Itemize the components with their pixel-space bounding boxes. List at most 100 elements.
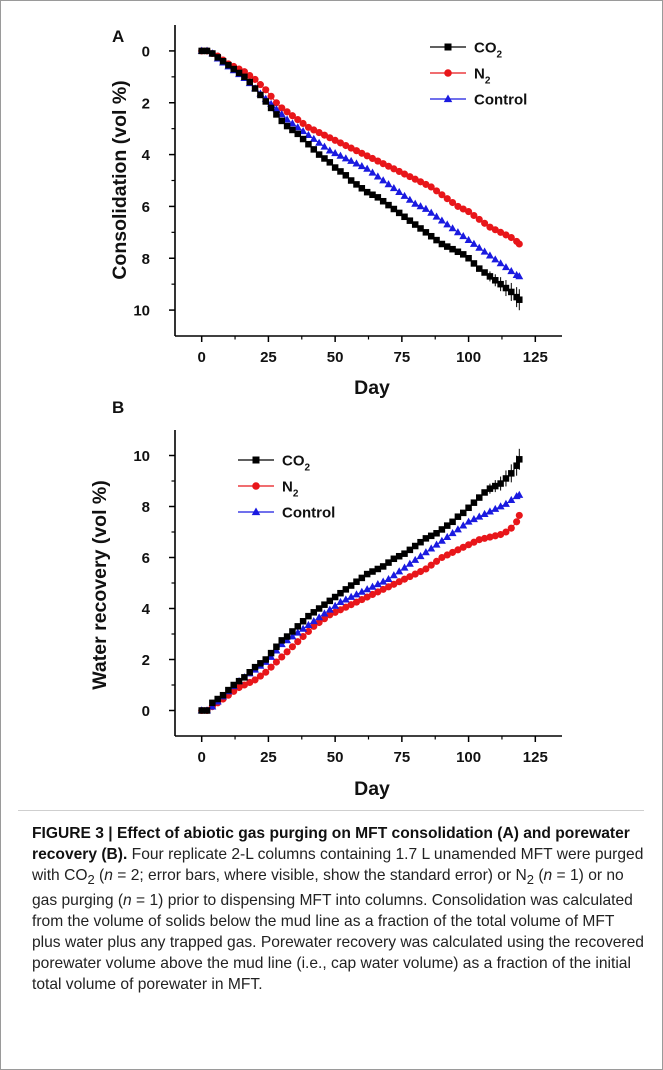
- data-point-n2: [422, 565, 430, 573]
- y-tick-label: 2: [142, 95, 150, 112]
- caption-n: n: [543, 867, 553, 884]
- data-point-n2: [384, 583, 393, 591]
- data-point-co2: [497, 280, 504, 288]
- data-point-n2: [352, 147, 361, 155]
- data-point-n2: [379, 585, 387, 593]
- data-point-control: [341, 154, 350, 162]
- data-point-control: [400, 563, 409, 571]
- data-point-co2: [347, 582, 355, 589]
- legend-label-subscript: 2: [293, 489, 299, 500]
- data-point-co2: [401, 213, 408, 221]
- data-point-control: [304, 130, 313, 139]
- x-tick-label: 100: [456, 749, 481, 766]
- data-point-co2: [251, 85, 259, 92]
- data-point-n2: [347, 144, 355, 152]
- y-tick-label: 4: [142, 147, 151, 164]
- data-point-co2: [454, 248, 462, 256]
- data-point-control: [395, 187, 404, 196]
- y-tick-label: 6: [142, 550, 150, 567]
- data-point-n2: [497, 228, 505, 236]
- data-point-n2: [288, 643, 296, 651]
- data-point-co2: [209, 50, 216, 57]
- data-point-control: [272, 104, 281, 113]
- data-point-control: [309, 617, 318, 625]
- data-point-co2: [363, 570, 371, 578]
- data-point-co2: [502, 284, 510, 292]
- data-point-co2: [513, 462, 520, 469]
- data-point-n2: [465, 208, 473, 216]
- x-tick-label: 25: [260, 749, 277, 766]
- legend-label: CO2: [474, 40, 503, 61]
- legend-marker: [252, 482, 260, 490]
- data-point-co2: [342, 172, 350, 179]
- data-point-n2: [491, 532, 499, 540]
- data-point-n2: [395, 578, 403, 586]
- data-point-n2: [406, 173, 414, 181]
- data-point-control: [416, 202, 425, 210]
- data-point-n2: [331, 608, 339, 616]
- data-point-n2: [310, 126, 318, 134]
- data-point-co2: [278, 637, 286, 644]
- data-point-co2: [235, 677, 243, 685]
- data-point-n2: [411, 175, 419, 183]
- data-point-n2: [336, 606, 345, 614]
- x-tick-label: 125: [523, 349, 548, 366]
- x-tick-label: 125: [523, 749, 548, 766]
- data-point-control: [352, 159, 361, 167]
- y-tick-label: 8: [142, 499, 150, 516]
- data-point-co2: [353, 578, 360, 585]
- data-point-control: [437, 536, 446, 544]
- data-point-co2: [486, 273, 494, 280]
- data-point-control: [480, 509, 489, 518]
- data-point-n2: [486, 533, 494, 541]
- data-point-co2: [406, 546, 414, 554]
- data-point-co2: [454, 513, 462, 520]
- data-point-control: [320, 142, 329, 150]
- data-point-n2: [443, 551, 451, 559]
- data-point-control: [496, 502, 505, 510]
- data-point-co2: [310, 609, 318, 616]
- legend-label: N2: [474, 66, 491, 87]
- data-point-n2: [470, 211, 478, 220]
- data-point-co2: [219, 58, 227, 65]
- data-point-control: [501, 499, 510, 507]
- data-point-control: [347, 592, 356, 600]
- data-point-co2: [225, 686, 232, 694]
- data-point-control: [293, 628, 302, 636]
- data-point-n2: [326, 134, 334, 142]
- legend-label: Control: [474, 92, 527, 109]
- data-point-n2: [454, 202, 462, 210]
- data-point-n2: [459, 543, 467, 551]
- data-point-co2: [492, 482, 499, 490]
- data-point-n2: [384, 162, 393, 170]
- data-point-control: [469, 239, 478, 247]
- y-tick-label: 4: [142, 601, 151, 618]
- data-point-co2: [395, 209, 403, 217]
- data-point-n2: [416, 178, 425, 186]
- data-point-co2: [486, 485, 494, 492]
- data-point-co2: [230, 681, 237, 689]
- data-point-control: [373, 172, 382, 180]
- data-point-n2: [390, 580, 398, 588]
- data-point-n2: [294, 116, 302, 124]
- data-point-control: [368, 168, 377, 176]
- data-point-co2: [283, 122, 291, 130]
- data-point-n2: [363, 152, 371, 160]
- data-point-control: [363, 585, 372, 593]
- data-point-control: [325, 146, 334, 154]
- data-point-control: [357, 587, 366, 595]
- caption-text: = 1) prior to dispensing MFT into column…: [32, 892, 644, 994]
- data-point-control: [357, 162, 366, 170]
- data-point-control: [384, 574, 393, 583]
- data-point-control: [352, 590, 361, 598]
- data-point-co2: [449, 518, 456, 526]
- data-point-co2: [449, 245, 456, 253]
- data-point-control: [379, 176, 388, 184]
- legend-marker: [252, 456, 260, 464]
- data-point-co2: [299, 618, 307, 625]
- data-point-co2: [326, 159, 334, 166]
- data-point-n2: [326, 611, 334, 619]
- data-point-n2: [331, 136, 339, 144]
- data-point-control: [443, 532, 452, 540]
- x-tick-label: 75: [394, 749, 411, 766]
